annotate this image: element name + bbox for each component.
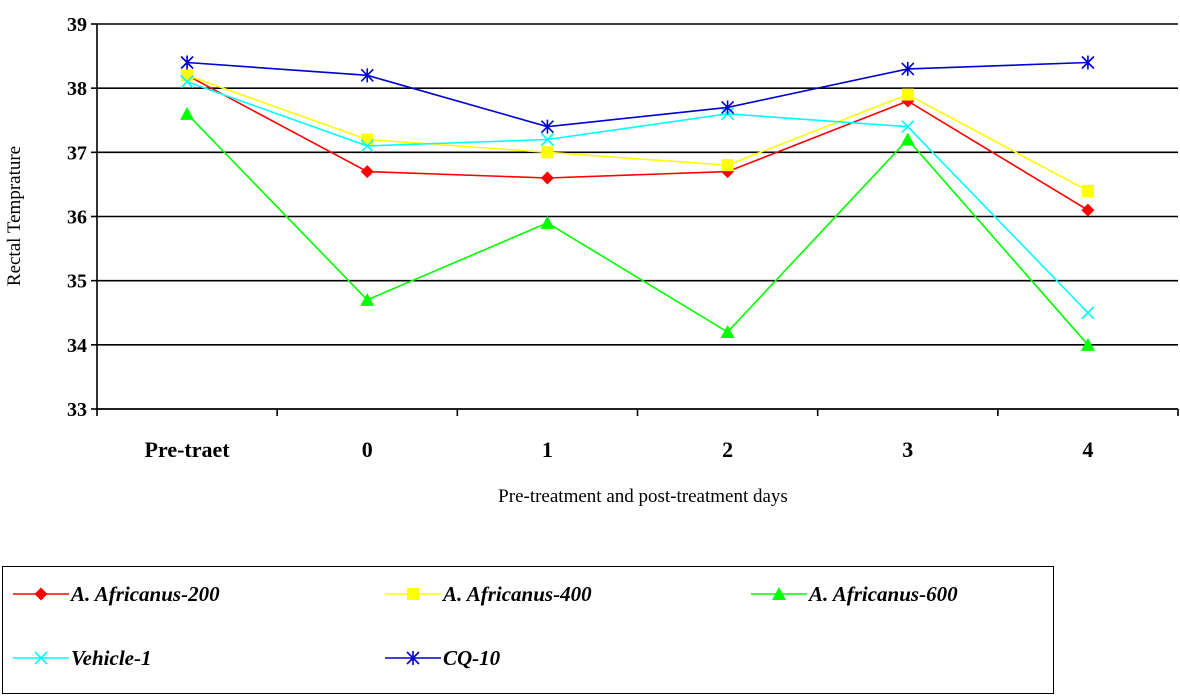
x-tick-label: 0 <box>362 437 373 462</box>
series-2 <box>180 106 1095 351</box>
y-tick-label: 34 <box>67 335 87 357</box>
data-point <box>721 100 735 115</box>
legend-swatch-marker <box>406 651 420 665</box>
y-tick-label: 36 <box>67 207 87 229</box>
legend-label: A. Africanus-600 <box>809 581 958 606</box>
data-point <box>360 139 374 153</box>
x-tick-label: 2 <box>722 437 733 462</box>
series-1 <box>181 69 1094 197</box>
data-point <box>181 69 194 82</box>
legend-item: A. Africanus-600 <box>749 581 958 607</box>
legend-item: A. Africanus-400 <box>383 581 592 607</box>
series-0 <box>180 68 1095 217</box>
data-point <box>360 165 374 179</box>
data-point <box>540 119 554 134</box>
data-point <box>360 292 375 306</box>
legend: A. Africanus-200 A. Africanus-400 A. Afric… <box>2 566 1054 694</box>
legend-label: A. Africanus-200 <box>71 581 220 606</box>
gridlines <box>97 23 1178 410</box>
legend-swatch <box>385 588 441 600</box>
data-point <box>1081 203 1095 217</box>
series-4 <box>180 55 1095 134</box>
axes <box>91 23 1179 416</box>
series-line <box>186 74 1089 192</box>
legend-item: Vehicle-1 <box>11 645 151 671</box>
data-point <box>901 120 915 134</box>
data-point <box>540 132 554 147</box>
legend-swatch <box>385 651 441 665</box>
x-tick-label: 4 <box>1082 437 1093 462</box>
data-point <box>1081 184 1094 197</box>
legend-item: A. Africanus-200 <box>11 581 220 607</box>
x-tick-label: 3 <box>902 437 913 462</box>
legend-label: Vehicle-1 <box>71 645 152 670</box>
y-tick-label: 35 <box>67 271 87 293</box>
x-tick-label: 1 <box>542 437 553 462</box>
y-tick-label: 39 <box>67 14 87 36</box>
series-line <box>186 74 1089 211</box>
data-point <box>901 61 915 76</box>
legend-swatch-marker <box>34 651 48 665</box>
legend-item: CQ-10 <box>383 645 500 671</box>
data-point <box>180 75 194 89</box>
series-3 <box>180 75 1095 320</box>
data-point <box>360 68 374 83</box>
data-point <box>180 106 195 120</box>
y-tick-label: 33 <box>67 399 87 421</box>
y-tick-label: 37 <box>67 142 87 164</box>
series-group <box>180 55 1095 351</box>
data-point <box>900 132 915 146</box>
legend-label: CQ-10 <box>443 645 501 670</box>
data-point <box>540 215 555 229</box>
data-point <box>721 159 734 172</box>
legend-swatch-marker <box>772 587 786 600</box>
data-point <box>901 88 914 101</box>
data-point <box>720 325 735 338</box>
data-point <box>1080 337 1095 351</box>
y-tick-label: 38 <box>67 78 87 100</box>
legend-swatch <box>13 651 69 665</box>
legend-swatch-marker <box>407 588 419 600</box>
y-axis-title: Rectal Temprature <box>4 146 25 286</box>
data-point <box>180 55 194 70</box>
legend-swatch <box>751 587 807 600</box>
legend-swatch <box>13 587 69 601</box>
data-point <box>540 171 554 185</box>
x-axis-title: Pre-treatment and post-treatment days <box>498 486 788 507</box>
legend-swatch-marker <box>34 587 48 601</box>
series-line <box>186 80 1089 314</box>
data-point <box>541 146 554 159</box>
series-line <box>187 61 1088 128</box>
x-tick-label: Pre-traet <box>145 437 231 462</box>
series-line <box>186 113 1089 346</box>
data-point <box>1081 55 1095 70</box>
data-point <box>1081 306 1095 320</box>
legend-label: A. Africanus-400 <box>443 581 592 606</box>
